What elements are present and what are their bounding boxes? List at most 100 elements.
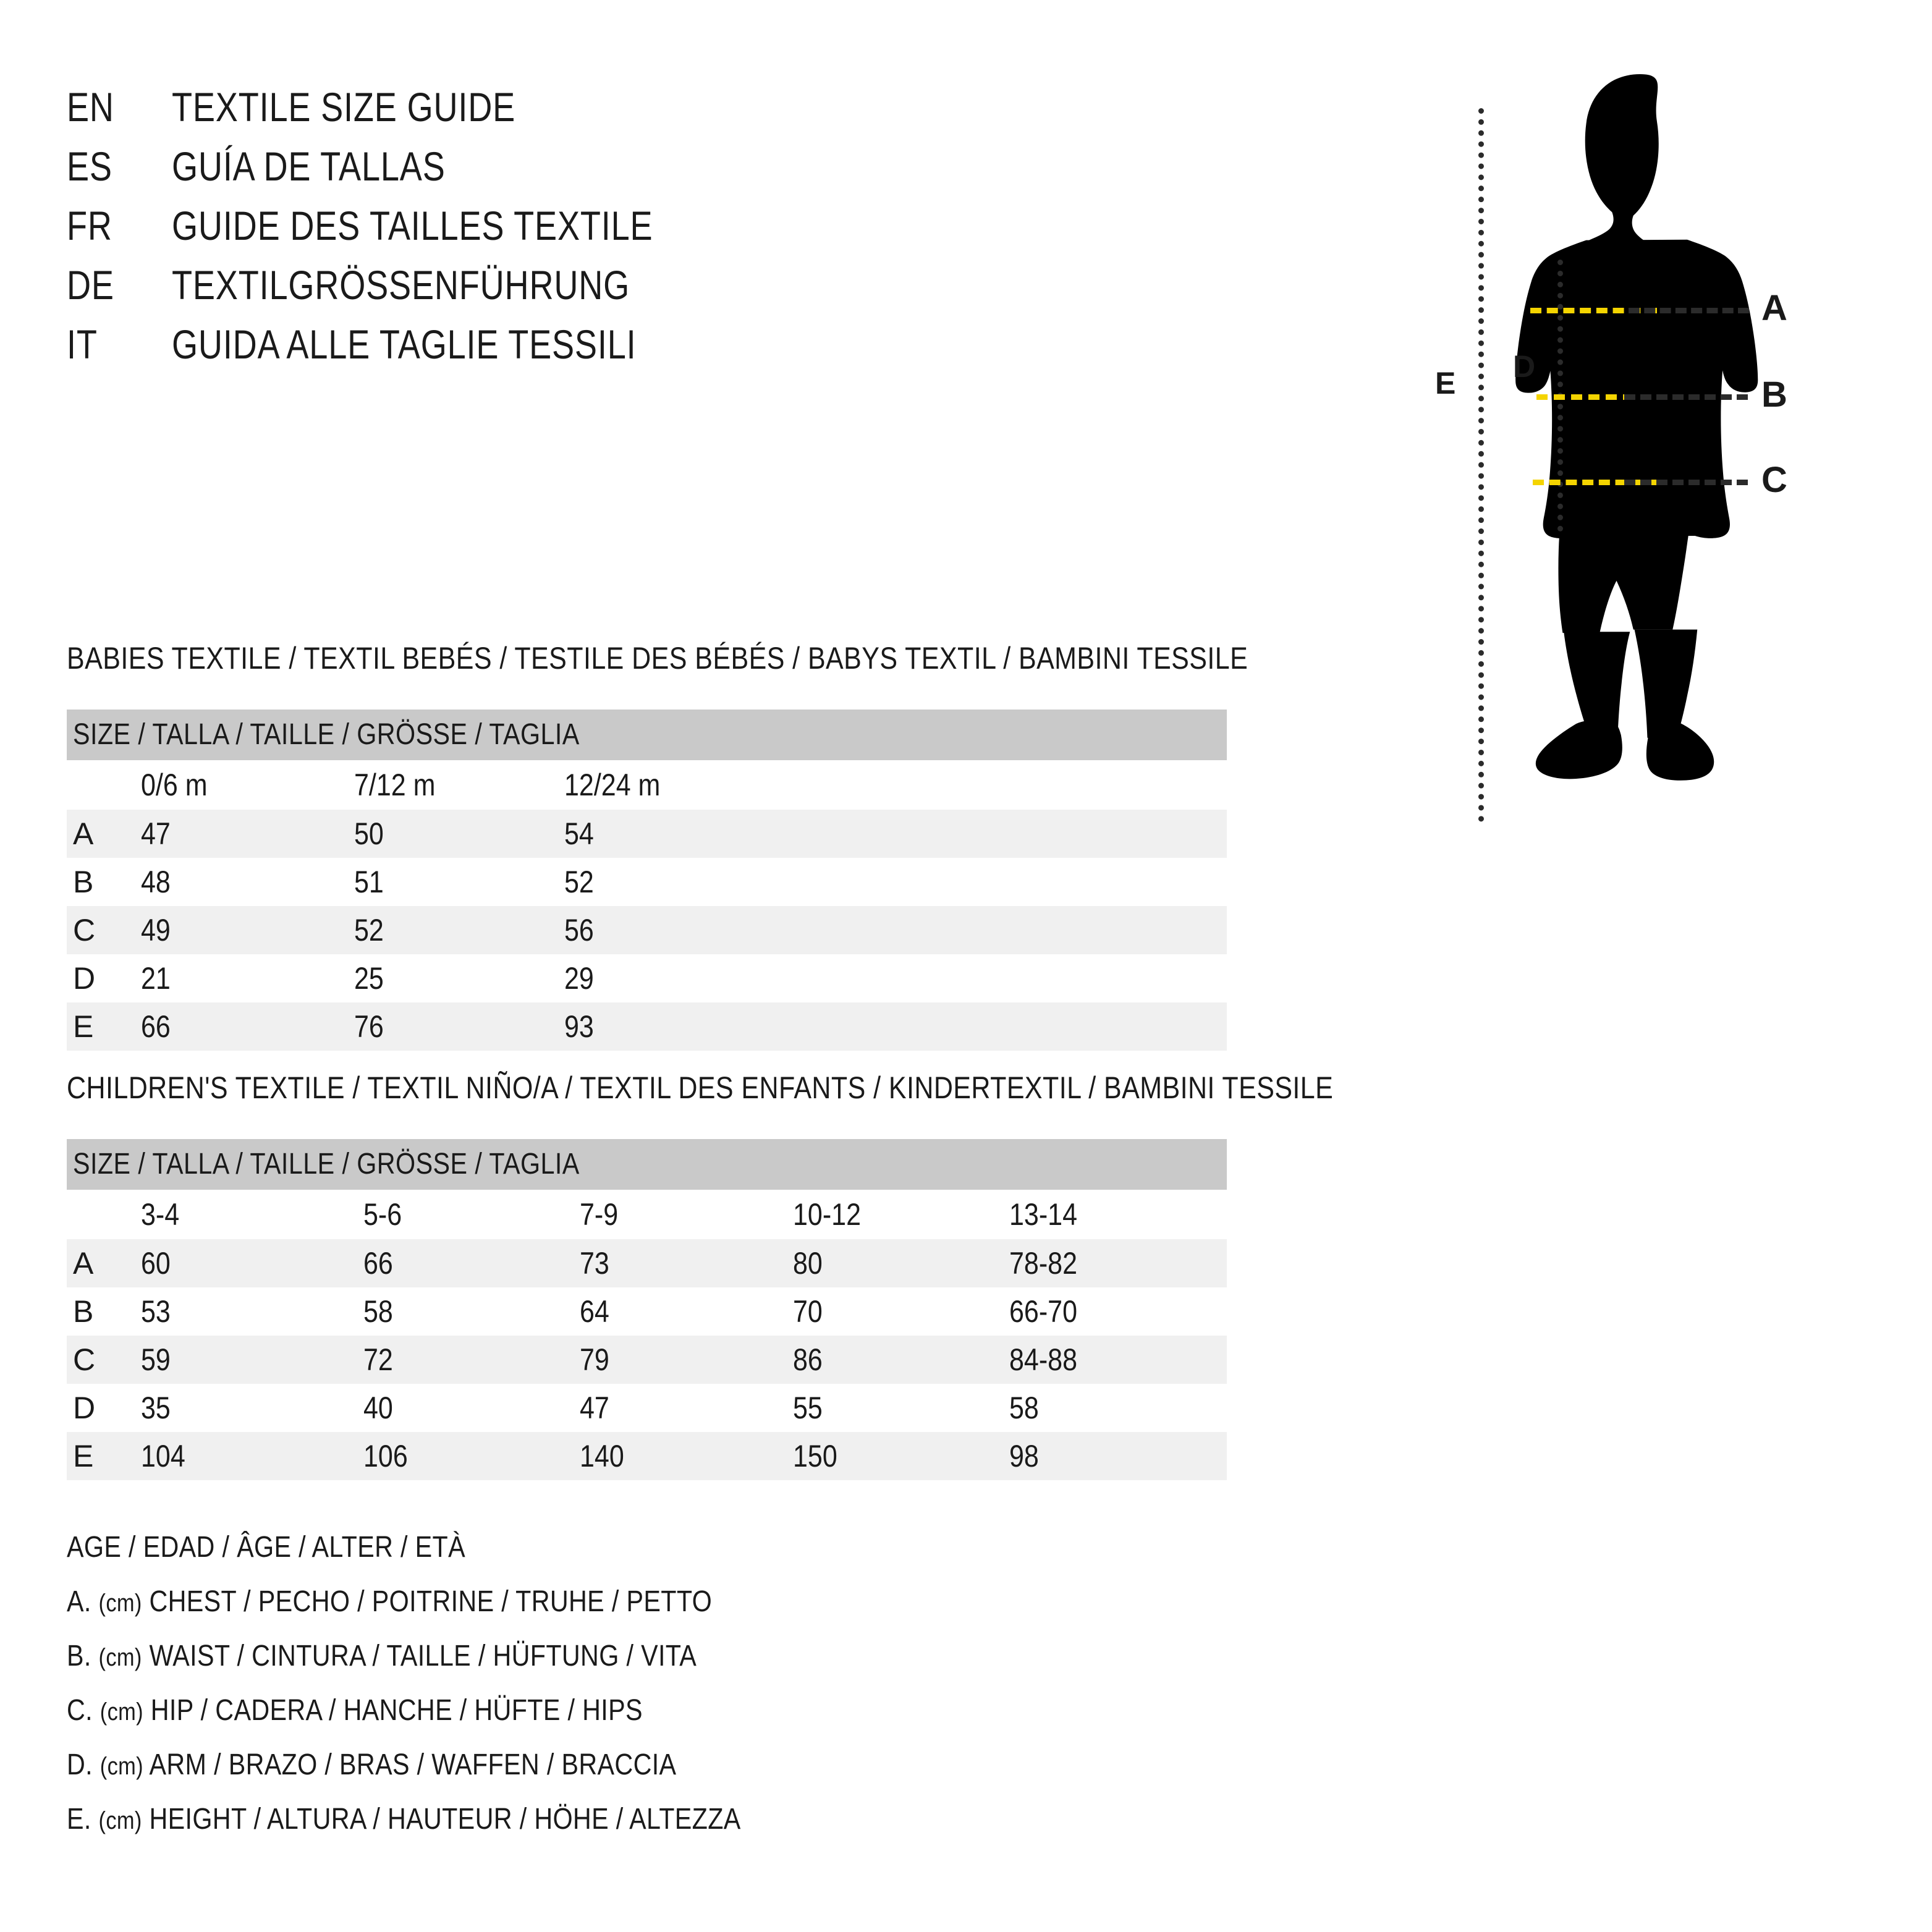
legend-key-e: E. <box>67 1803 91 1836</box>
babies-cell-b-0: 48 <box>141 865 171 899</box>
legend-key-d: D. <box>67 1748 93 1781</box>
children-cell-a-1: 66 <box>363 1239 580 1287</box>
legend-unit-c: (cm) <box>100 1698 143 1726</box>
language-title-fr: GUIDE DES TAILLES TEXTILE <box>172 203 653 248</box>
children-cell-b-2: 64 <box>580 1294 609 1329</box>
children-table-grid: 3-4 5-6 7-9 10-12 13-14 A 60 66 73 80 78… <box>67 1190 1227 1480</box>
table-row: D 35 40 47 55 58 <box>67 1384 1227 1432</box>
babies-row-label-b: B <box>73 865 94 899</box>
children-size-band-label: SIZE / TALLA / TAILLE / GRÖSSE / TAGLIA <box>73 1148 580 1180</box>
children-col-header-4: 13-14 <box>1009 1190 1227 1239</box>
babies-cell-c-2: 56 <box>564 906 774 954</box>
legend-item-c: C. (cm) HIP / CADERA / HANCHE / HÜFTE / … <box>67 1696 741 1750</box>
babies-cell-e-2: 93 <box>564 1002 774 1051</box>
babies-cell-c-pad <box>774 906 1227 954</box>
measurement-figure-diagram: E D A B C <box>1409 62 1891 822</box>
babies-cell-a-2: 54 <box>564 810 774 858</box>
legend-text-c: HIP / CADERA / HANCHE / HÜFTE / HIPS <box>150 1694 643 1727</box>
language-code-en: EN <box>67 84 114 130</box>
language-row-en: EN TEXTILE SIZE GUIDE <box>67 87 758 146</box>
legend-item-a: A. (cm) CHEST / PECHO / POITRINE / TRUHE… <box>67 1587 741 1642</box>
legend-text-e: HEIGHT / ALTURA / HAUTEUR / HÖHE / ALTEZ… <box>149 1803 741 1836</box>
babies-cell-d-pad <box>774 954 1227 1002</box>
babies-row-label-e: E <box>67 1002 141 1051</box>
babies-cell-e-0: 66 <box>141 1002 354 1051</box>
children-corner-cell <box>67 1190 141 1239</box>
legend-unit-d: (cm) <box>100 1753 143 1780</box>
children-cell-c-2: 79 <box>580 1336 793 1384</box>
children-row-label-a: A <box>67 1239 141 1287</box>
babies-cell-b-2: 52 <box>564 865 594 899</box>
legend-key-b: B. <box>67 1640 91 1672</box>
babies-cell-e-pad <box>774 1002 1227 1051</box>
children-cell-e-2: 140 <box>580 1432 793 1480</box>
hip-leader-line <box>1624 480 1748 485</box>
children-col-header-2: 7-9 <box>580 1190 793 1239</box>
figure-label-b: B <box>1761 375 1787 415</box>
legend-item-d: D. (cm) ARM / BRAZO / BRAS / WAFFEN / BR… <box>67 1750 741 1805</box>
language-title-it: GUIDA ALLE TAGLIE TESSILI <box>172 321 637 367</box>
children-cell-a-2: 73 <box>580 1239 793 1287</box>
table-row: D 21 25 29 <box>67 954 1227 1002</box>
babies-col-header-1: 7/12 m <box>354 760 564 810</box>
babies-col-header-2: 12/24 m <box>564 760 774 810</box>
hip-measure-line <box>1533 480 1659 485</box>
babies-row-label-d: D <box>73 961 96 996</box>
children-column-header-row: 3-4 5-6 7-9 10-12 13-14 <box>67 1190 1227 1239</box>
legend-text-d: ARM / BRAZO / BRAS / WAFFEN / BRACCIA <box>149 1748 677 1781</box>
children-cell-a-4: 78-82 <box>1009 1239 1227 1287</box>
children-cell-c-1: 72 <box>363 1336 580 1384</box>
children-row-label-b: B <box>73 1294 94 1329</box>
table-row: E 66 76 93 <box>67 1002 1227 1051</box>
measurement-legend: AGE / EDAD / ÂGE / ALTER / ETÀ A. (cm) C… <box>67 1533 850 1859</box>
babies-table-grid: 0/6 m 7/12 m 12/24 m A 47 50 54 B 48 51 … <box>67 760 1227 1051</box>
legend-key-c: C. <box>67 1694 93 1727</box>
children-section-heading: CHILDREN'S TEXTILE / TEXTIL NIÑO/A / TEX… <box>67 1070 1334 1105</box>
children-cell-e-0: 104 <box>141 1432 363 1480</box>
chest-measure-line <box>1530 308 1657 313</box>
babies-cell-a-pad <box>774 810 1227 858</box>
figure-label-d: D <box>1513 349 1536 384</box>
figure-label-a: A <box>1761 288 1787 328</box>
table-row: A 47 50 54 <box>67 810 1227 858</box>
table-row: B 53 58 64 70 66-70 <box>67 1287 1227 1336</box>
children-col-header-1: 5-6 <box>363 1190 580 1239</box>
children-cell-b-0: 53 <box>141 1294 171 1329</box>
language-row-it: IT GUIDA ALLE TAGLIE TESSILI <box>67 324 758 383</box>
language-row-fr: FR GUIDE DES TAILLES TEXTILE <box>67 205 758 265</box>
chest-leader-line <box>1629 308 1749 313</box>
babies-size-band-label: SIZE / TALLA / TAILLE / GRÖSSE / TAGLIA <box>73 718 580 751</box>
babies-size-band: SIZE / TALLA / TAILLE / GRÖSSE / TAGLIA <box>67 710 1227 760</box>
babies-size-table: SIZE / TALLA / TAILLE / GRÖSSE / TAGLIA … <box>67 710 1227 1051</box>
figure-label-e: E <box>1435 366 1456 400</box>
legend-text-b: WAIST / CINTURA / TAILLE / HÜFTUNG / VIT… <box>149 1640 697 1672</box>
children-cell-c-0: 59 <box>141 1336 363 1384</box>
babies-cell-a-0: 47 <box>141 810 354 858</box>
legend-unit-b: (cm) <box>98 1644 142 1671</box>
children-cell-e-4: 98 <box>1009 1432 1227 1480</box>
language-row-de: DE TEXTILGRÖSSENFÜHRUNG <box>67 265 758 324</box>
children-cell-c-3: 86 <box>793 1336 1009 1384</box>
legend-unit-e: (cm) <box>98 1807 142 1834</box>
children-cell-b-1: 58 <box>363 1294 393 1329</box>
babies-cell-d-0: 21 <box>141 961 171 996</box>
figure-label-c: C <box>1761 460 1787 500</box>
babies-cell-a-1: 50 <box>354 810 564 858</box>
babies-cell-b-1: 51 <box>354 865 384 899</box>
children-cell-d-1: 40 <box>363 1391 393 1425</box>
waist-leader-line <box>1624 394 1748 400</box>
children-row-label-d: D <box>73 1391 96 1425</box>
children-col-header-3: 10-12 <box>793 1190 1009 1239</box>
table-row: E 104 106 140 150 98 <box>67 1432 1227 1480</box>
language-code-es: ES <box>67 143 112 189</box>
waist-measure-line <box>1536 394 1651 400</box>
babies-cell-e-1: 76 <box>354 1002 564 1051</box>
language-title-de: TEXTILGRÖSSENFÜHRUNG <box>172 262 630 308</box>
table-row: B 48 51 52 <box>67 858 1227 906</box>
legend-item-b: B. (cm) WAIST / CINTURA / TAILLE / HÜFTU… <box>67 1642 741 1696</box>
children-cell-d-0: 35 <box>141 1391 171 1425</box>
children-cell-d-4: 58 <box>1009 1391 1039 1425</box>
babies-col-header-0: 0/6 m <box>141 760 354 810</box>
language-code-fr: FR <box>67 203 112 248</box>
